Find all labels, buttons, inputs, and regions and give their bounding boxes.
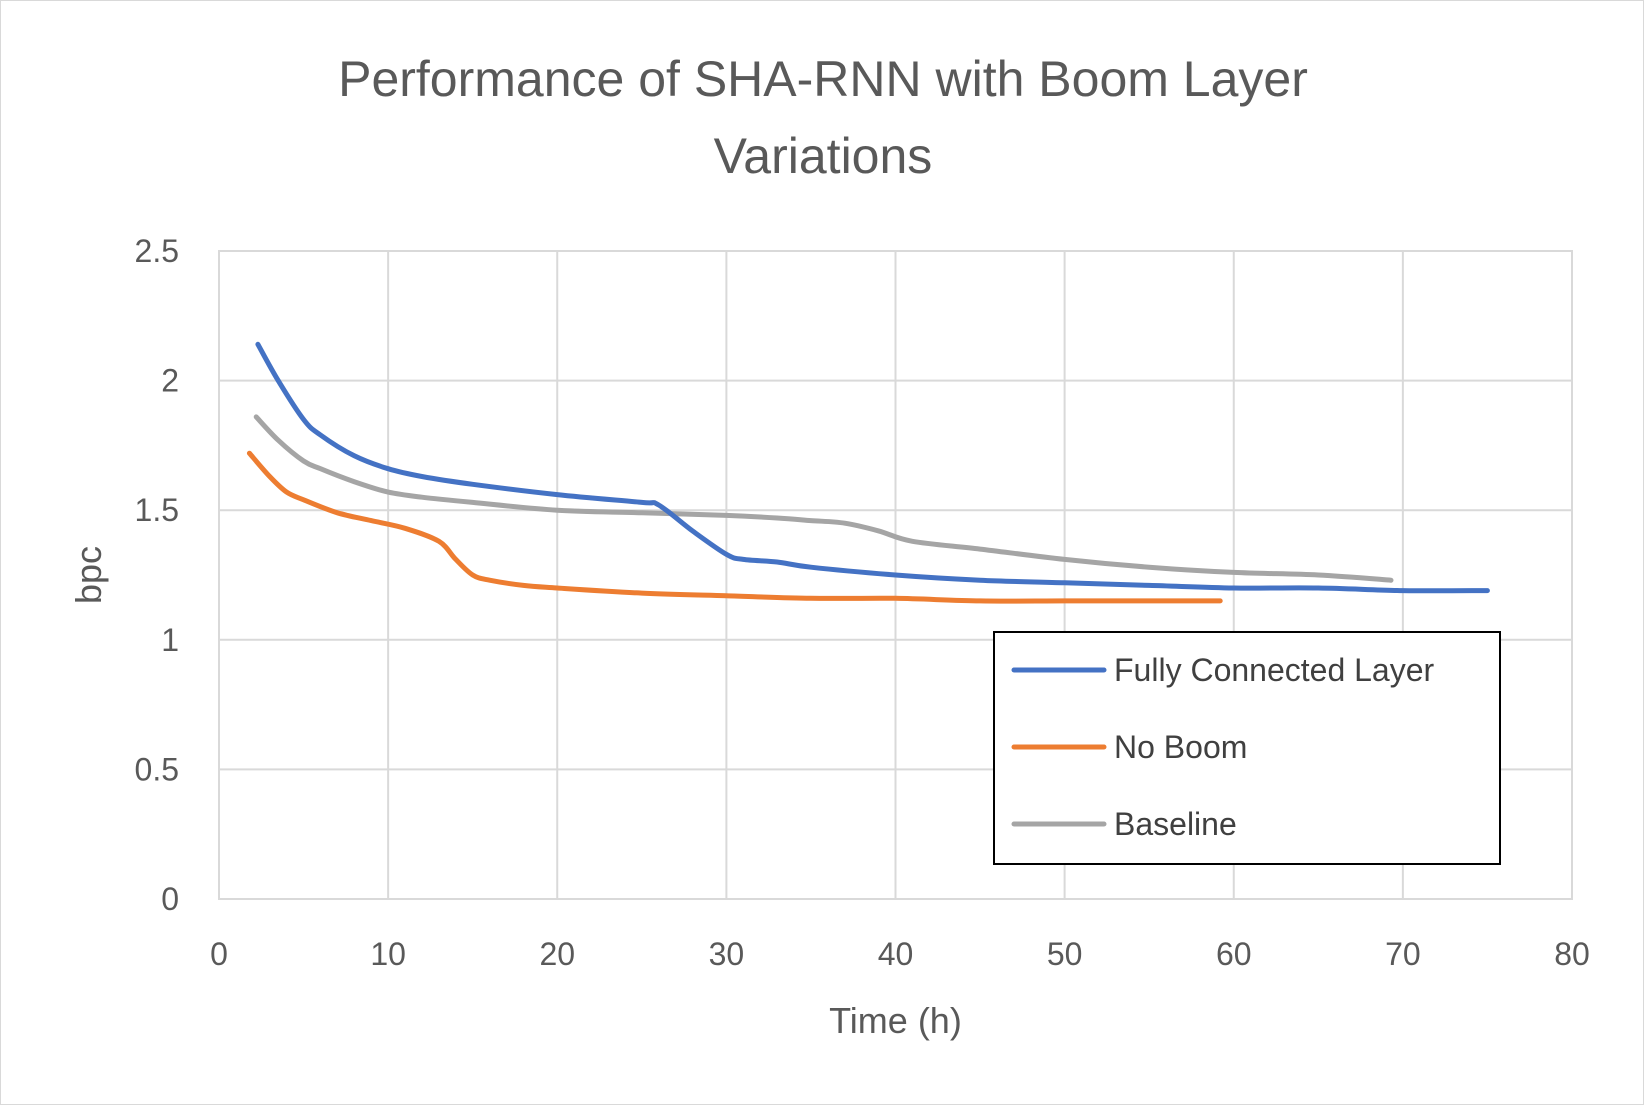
series-lines xyxy=(246,341,1490,604)
y-tick-label: 2.5 xyxy=(135,233,179,269)
chart-title-line-2: Variations xyxy=(714,128,933,184)
y-tick-label: 0.5 xyxy=(135,751,179,787)
series-line-0 xyxy=(255,341,1490,594)
y-axis-label: bpc xyxy=(68,546,109,604)
y-tick-label: 2 xyxy=(161,363,179,399)
x-tick-label: 80 xyxy=(1554,936,1590,972)
x-axis-ticks: 0 10 20 30 40 50 60 70 80 xyxy=(210,936,1590,972)
x-tick-label: 30 xyxy=(709,936,745,972)
legend: Fully Connected Layer No Boom Baseline xyxy=(993,631,1501,865)
chart-title: Performance of SHA-RNN with Boom Layer V… xyxy=(338,51,1308,184)
series-line-1 xyxy=(246,450,1223,604)
x-tick-label: 10 xyxy=(370,936,406,972)
chart-title-line-1: Performance of SHA-RNN with Boom Layer xyxy=(338,51,1308,107)
y-tick-label: 1.5 xyxy=(135,492,179,528)
x-tick-label: 70 xyxy=(1385,936,1421,972)
x-tick-label: 50 xyxy=(1047,936,1083,972)
legend-label-0: Fully Connected Layer xyxy=(1114,652,1435,688)
y-tick-label: 1 xyxy=(161,622,179,658)
y-tick-label: 0 xyxy=(161,881,179,917)
x-tick-label: 0 xyxy=(210,936,228,972)
plot-area xyxy=(218,250,1573,900)
legend-label-2: Baseline xyxy=(1114,806,1237,842)
series-line-2 xyxy=(253,414,1394,583)
x-tick-label: 60 xyxy=(1216,936,1252,972)
y-axis-ticks: 0 0.5 1 1.5 2 2.5 xyxy=(135,233,179,917)
x-axis-label: Time (h) xyxy=(829,1000,962,1041)
x-tick-label: 20 xyxy=(539,936,575,972)
legend-label-1: No Boom xyxy=(1114,729,1247,765)
x-tick-label: 40 xyxy=(878,936,914,972)
